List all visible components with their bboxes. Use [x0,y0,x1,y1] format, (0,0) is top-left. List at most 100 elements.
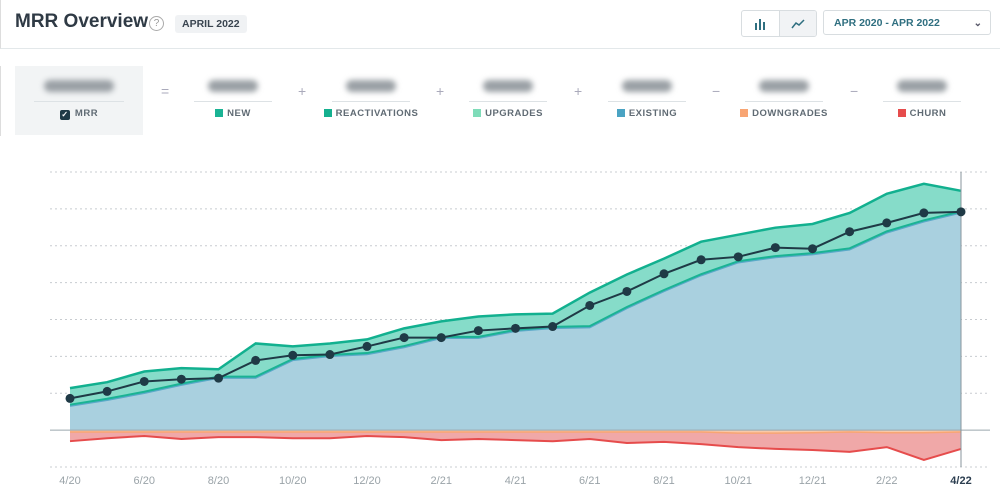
x-tick-label: 12/20 [353,475,381,487]
summary-downgrades[interactable]: DOWNGRADES [730,66,838,119]
summary-new[interactable]: NEW [179,66,287,119]
blurred-value [208,80,258,92]
mrr-point [845,227,855,237]
chart-type-toggle[interactable] [741,10,817,37]
summary-reactivations[interactable]: REACTIVATIONS [317,66,425,119]
summary-label-row: REACTIVATIONS [317,108,425,119]
summary-label: UPGRADES [485,108,543,119]
mrr-point [288,350,298,360]
mrr-point [214,373,223,383]
growth-area [70,183,961,407]
checkbox-icon[interactable]: ✓ [59,110,70,120]
legend-swatch [473,109,482,117]
mrr-point [399,333,409,343]
mrr-point [585,300,595,310]
mrr-point [65,393,75,403]
x-tick-label: 12/21 [799,475,827,487]
mrr-point [251,355,261,365]
line-chart-button[interactable] [778,11,816,36]
operator: − [850,83,859,99]
operator: + [574,83,583,99]
divider [883,101,961,102]
operator: = [161,83,170,99]
summary-label-row: NEW [179,108,287,119]
x-tick-label: 2/22 [876,475,897,487]
x-tick-label: 8/20 [208,475,229,487]
bar-chart-button[interactable] [742,11,779,36]
mrr-point [436,333,446,343]
legend-swatch [616,109,625,117]
divider [745,101,823,102]
mrr-point [808,244,817,254]
mrr-point [956,207,966,217]
summary-label-row: UPGRADES [454,108,562,119]
summary-label-row: DOWNGRADES [730,108,838,119]
new-line [69,182,962,390]
x-tick-label: 4/21 [505,475,526,487]
blurred-value [622,80,672,92]
operator: + [436,83,445,99]
x-tick-label: 10/20 [279,475,307,487]
mrr-point [511,323,520,333]
summary-existing[interactable]: EXISTING [593,66,701,119]
mrr-point [139,376,149,386]
period-badge: APRIL 2022 [175,15,247,33]
x-tick-label: 10/21 [724,475,752,487]
page-title: MRR Overview [15,11,149,32]
summary-label: DOWNGRADES [752,108,828,119]
churn-line [69,435,962,462]
divider [608,101,686,102]
legend-swatch [323,109,332,117]
blurred-value [897,80,947,92]
header: MRR Overview ? APRIL 2022 APR 2020 - APR… [0,0,1000,49]
summary-label: REACTIVATIONS [335,108,419,119]
x-tick-label: 8/21 [653,475,674,487]
operator: + [298,83,307,99]
chevron-down-icon: ⌄ [973,18,982,29]
divider [469,101,547,102]
mrr-point [102,386,112,396]
legend-swatch [215,109,224,117]
blurred-value [346,80,396,92]
summary-label: EXISTING [628,108,678,119]
mrr-summary-selected[interactable] [15,66,143,135]
mrr-point [176,374,186,384]
mrr-point [473,326,483,336]
existing-area [70,212,961,431]
line-chart-icon [791,18,805,28]
summary-upgrades[interactable]: UPGRADES [454,66,562,119]
operator: − [712,83,721,99]
date-range-dropdown[interactable]: APR 2020 - APR 2022 ⌄ [823,10,991,35]
mrr-point [548,322,558,332]
date-range-value: APR 2020 - APR 2022 [834,17,940,29]
mrr-point [919,208,929,218]
summary-label: MRR [74,108,99,119]
mrr-point [325,350,335,360]
summary-label-row: EXISTING [593,108,701,119]
mrr-point [622,286,632,296]
blurred-value [759,80,809,92]
legend-swatch [740,109,749,117]
mrr-point [733,252,743,262]
churn-area [70,430,961,460]
divider [34,101,124,102]
question-circle-icon[interactable]: ? [149,16,164,31]
summary-label-row: ✓ MRR [25,108,133,120]
downgrades-line [70,431,962,434]
mrr-chart: 4/20 6/20 8/20 10/20 12/20 2/21 4/21 6/21 8/21 10… [50,171,990,487]
blurred-value [44,80,114,92]
x-tick-label: 6/20 [134,475,155,487]
legend-swatch [897,109,906,117]
x-tick-label: 4/22 [950,475,971,487]
summary-label-row: CHURN [868,108,976,119]
x-tick-label: 6/21 [579,475,600,487]
summary-label: CHURN [909,108,947,119]
bar-chart-icon [755,18,766,30]
divider [332,101,410,102]
summary-churn[interactable]: CHURN [868,66,976,119]
x-tick-label: 4/20 [59,475,80,487]
x-tick-label: 2/21 [431,475,452,487]
mrr-point [659,269,669,279]
summary-label: NEW [227,108,251,119]
summary-mrr[interactable]: ✓ MRR [25,66,133,120]
